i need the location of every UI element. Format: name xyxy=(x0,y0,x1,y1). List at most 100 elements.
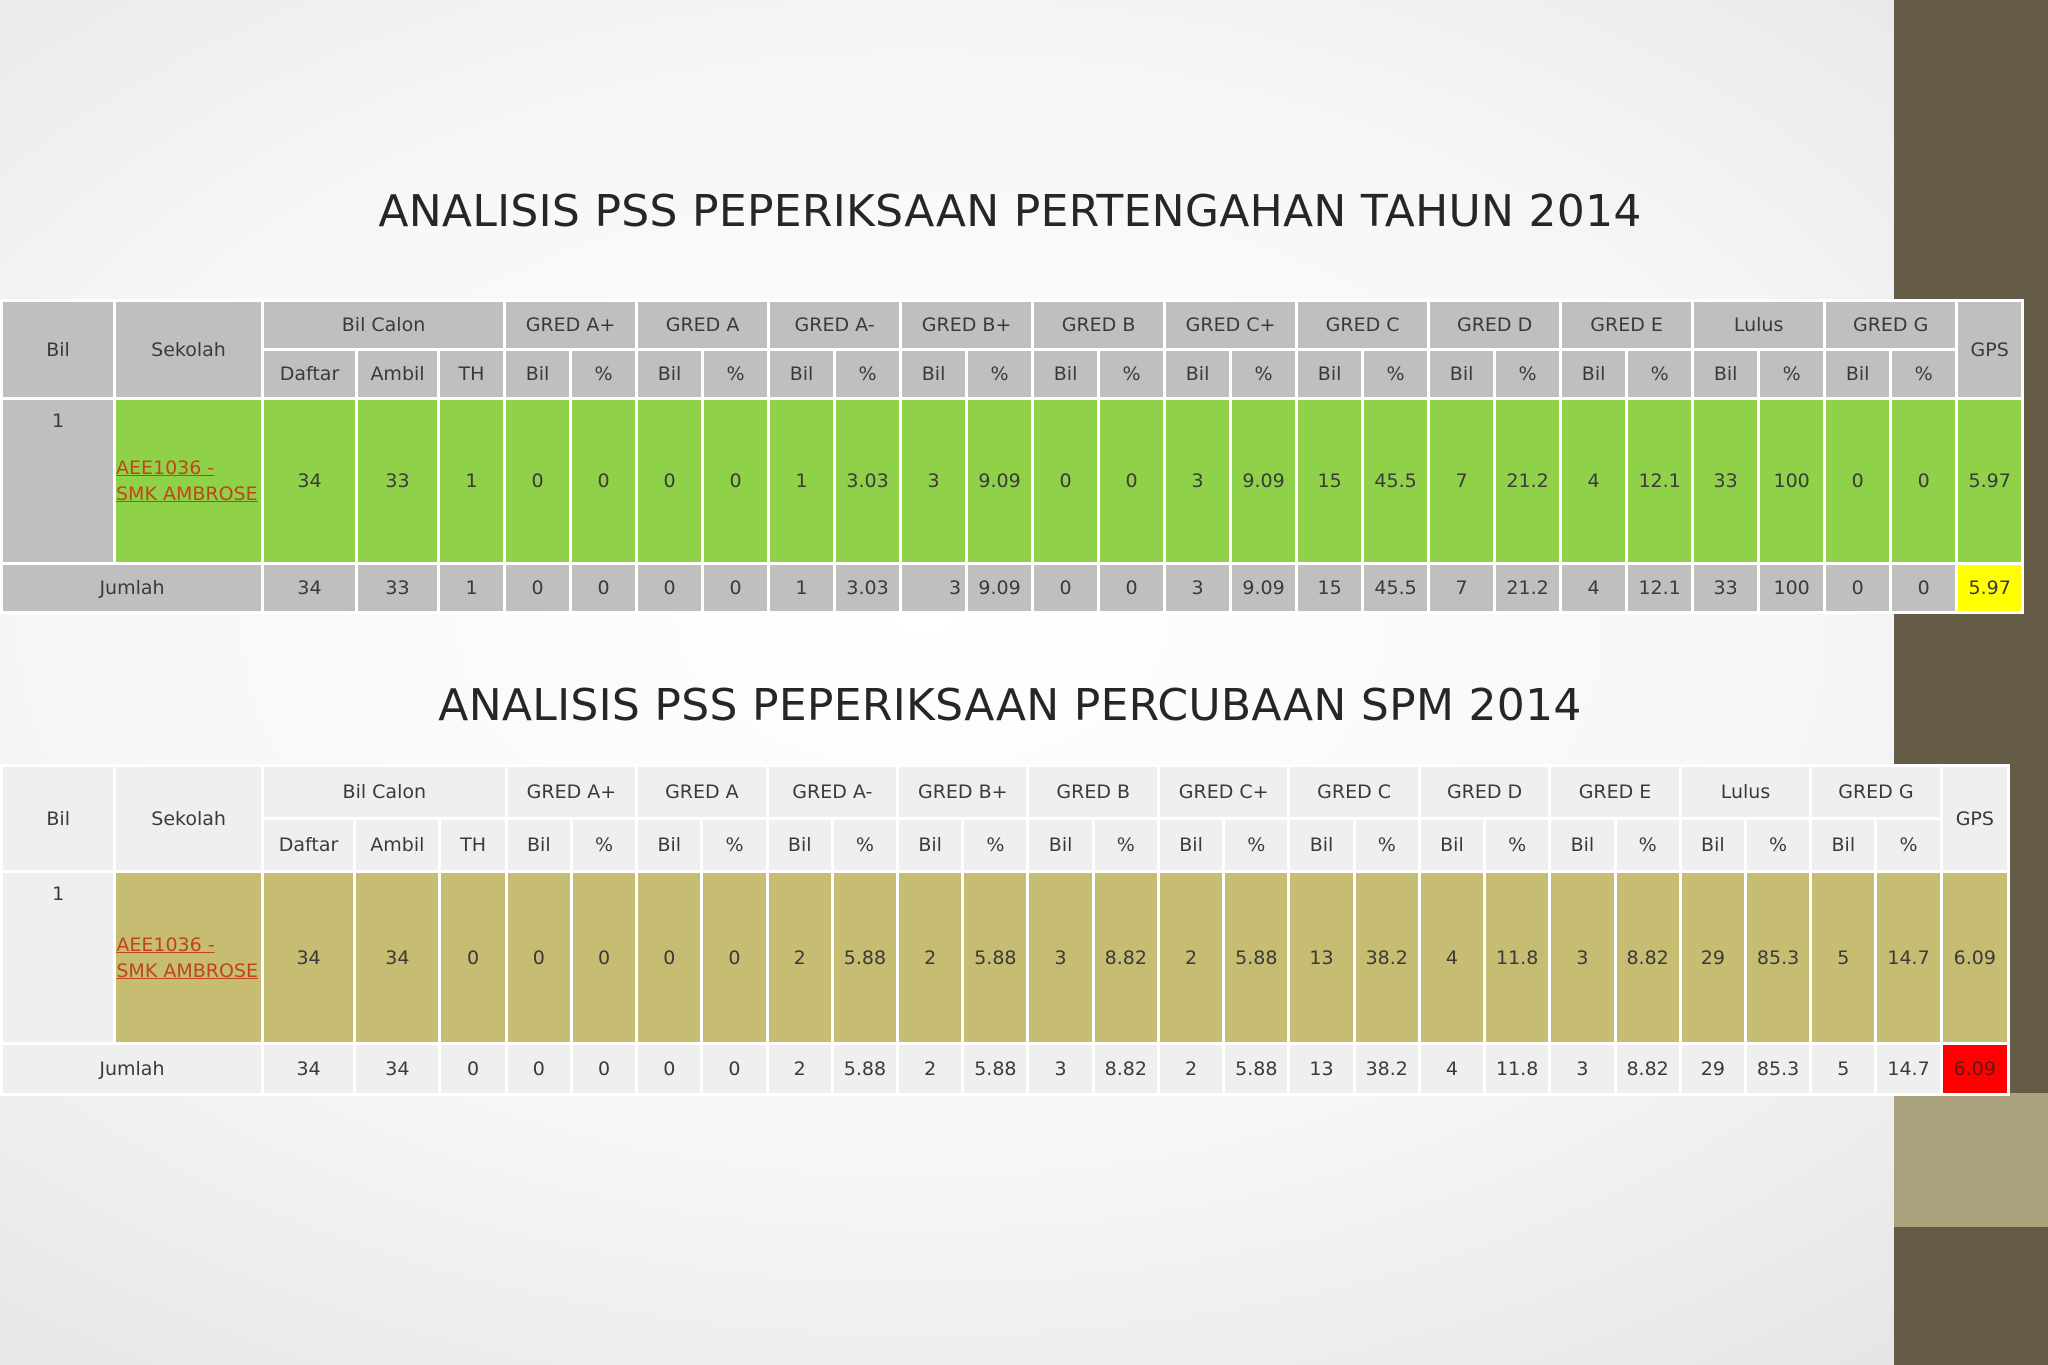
total-lulus-bil: 29 xyxy=(1678,1042,1747,1096)
school-cell: AEE1036 - SMK AMBROSE xyxy=(113,870,264,1045)
subheader-bil: Bil xyxy=(896,817,965,873)
subheader-bil: Bil xyxy=(1823,348,1893,400)
total-a-pct: 0 xyxy=(700,1042,769,1096)
cell-a-bil: 0 xyxy=(635,870,704,1045)
cell-e-pct: 8.82 xyxy=(1613,870,1682,1045)
subheader-daftar: Daftar xyxy=(261,348,358,400)
cell-th: 1 xyxy=(436,397,507,565)
cell-a-minus-pct: 3.03 xyxy=(833,397,903,565)
total-b-plus-pct: 5.88 xyxy=(961,1042,1030,1096)
total-a-pct: 0 xyxy=(701,562,771,614)
cell-ambil: 34 xyxy=(353,870,442,1045)
header-gred-a: GRED A xyxy=(635,299,771,351)
subheader-pct: % xyxy=(700,817,769,873)
total-c-bil: 15 xyxy=(1295,562,1365,614)
subheader-bil: Bil xyxy=(1287,817,1356,873)
header-gred-c-plus: GRED C+ xyxy=(1163,299,1299,351)
table-row: 1 AEE1036 - SMK AMBROSE 34 34 0 0 0 0 0 … xyxy=(0,870,2011,1045)
cell-a-bil: 0 xyxy=(635,397,705,565)
total-g-bil: 0 xyxy=(1823,562,1893,614)
header-gred-c: GRED C xyxy=(1287,764,1421,820)
total-e-pct: 8.82 xyxy=(1613,1042,1682,1096)
cell-c-plus-bil: 3 xyxy=(1163,397,1233,565)
header-gred-a: GRED A xyxy=(635,764,769,820)
cell-a-plus-bil: 0 xyxy=(503,397,573,565)
slide-title-mid-year: ANALISIS PSS PEPERIKSAAN PERTENGAHAN TAH… xyxy=(378,186,1642,237)
total-a-minus-bil: 1 xyxy=(767,562,837,614)
total-b-plus-bil: 3 xyxy=(899,562,969,614)
subheader-bil: Bil xyxy=(1678,817,1747,873)
subheader-pct: % xyxy=(1625,348,1695,400)
subheader-bil: Bil xyxy=(1295,348,1365,400)
cell-b-plus-bil: 3 xyxy=(899,397,969,565)
total-th: 0 xyxy=(438,1042,508,1096)
cell-daftar: 34 xyxy=(261,397,358,565)
cell-a-plus-pct: 0 xyxy=(569,870,639,1045)
row-bil: 1 xyxy=(0,397,116,565)
cell-lulus-bil: 33 xyxy=(1691,397,1761,565)
total-daftar: 34 xyxy=(261,562,358,614)
header-gred-d: GRED D xyxy=(1417,764,1552,820)
total-lulus-pct: 100 xyxy=(1757,562,1827,614)
cell-a-minus-bil: 1 xyxy=(767,397,837,565)
subheader-bil: Bil xyxy=(1809,817,1878,873)
header-bil: Bil xyxy=(0,764,117,873)
total-a-minus-pct: 3.03 xyxy=(833,562,903,614)
cell-e-bil: 3 xyxy=(1548,870,1617,1045)
subheader-pct: % xyxy=(833,348,903,400)
school-cell: AEE1036 - SMK AMBROSE xyxy=(113,397,264,565)
total-lulus-pct: 85.3 xyxy=(1743,1042,1813,1096)
cell-a-plus-bil: 0 xyxy=(504,870,573,1045)
subheader-bil: Bil xyxy=(1026,817,1095,873)
header-gred-a-minus: GRED A- xyxy=(765,764,900,820)
subheader-pct: % xyxy=(965,348,1035,400)
school-link[interactable]: AEE1036 - SMK AMBROSE xyxy=(116,933,258,982)
total-a-minus-pct: 5.88 xyxy=(830,1042,900,1096)
header-gred-b: GRED B xyxy=(1026,764,1160,820)
total-d-pct: 11.8 xyxy=(1483,1042,1552,1096)
header-gred-b-plus: GRED B+ xyxy=(899,299,1035,351)
cell-gps: 5.97 xyxy=(1955,397,2025,565)
subheader-pct: % xyxy=(1361,348,1431,400)
subheader-bil: Bil xyxy=(1031,348,1101,400)
total-c-bil: 13 xyxy=(1287,1042,1356,1096)
cell-daftar: 34 xyxy=(260,870,357,1045)
subheader-bil: Bil xyxy=(635,817,704,873)
subheader-pct: % xyxy=(569,348,639,400)
total-a-bil: 0 xyxy=(635,562,705,614)
cell-ambil: 33 xyxy=(355,397,440,565)
subheader-pct: % xyxy=(1613,817,1682,873)
header-sekolah: Sekolah xyxy=(113,764,264,873)
total-b-pct: 8.82 xyxy=(1091,1042,1160,1096)
total-c-pct: 38.2 xyxy=(1352,1042,1421,1096)
cell-gps: 6.09 xyxy=(1939,870,2011,1045)
total-th: 1 xyxy=(436,562,507,614)
cell-a-pct: 0 xyxy=(701,397,771,565)
cell-b-plus-bil: 2 xyxy=(896,870,965,1045)
subheader-pct: % xyxy=(1889,348,1959,400)
total-b-pct: 0 xyxy=(1097,562,1167,614)
cell-c-pct: 45.5 xyxy=(1361,397,1431,565)
cell-g-pct: 14.7 xyxy=(1874,870,1943,1045)
subheader-ambil: Ambil xyxy=(355,348,440,400)
subheader-pct: % xyxy=(1222,817,1291,873)
header-gps: GPS xyxy=(1939,764,2011,873)
total-ambil: 33 xyxy=(355,562,440,614)
cell-c-bil: 15 xyxy=(1295,397,1365,565)
total-b-bil: 3 xyxy=(1026,1042,1095,1096)
total-d-bil: 7 xyxy=(1427,562,1497,614)
total-c-plus-bil: 3 xyxy=(1163,562,1233,614)
cell-g-bil: 0 xyxy=(1823,397,1893,565)
header-gred-b-plus: GRED B+ xyxy=(896,764,1030,820)
total-a-plus-pct: 0 xyxy=(569,562,639,614)
total-a-minus-bil: 2 xyxy=(765,1042,834,1096)
total-d-pct: 21.2 xyxy=(1493,562,1563,614)
header-gred-a-minus: GRED A- xyxy=(767,299,903,351)
school-link[interactable]: AEE1036 - SMK AMBROSE xyxy=(116,457,258,505)
total-daftar: 34 xyxy=(260,1042,357,1096)
analysis-table-trial-spm: Bil Sekolah Bil Calon GRED A+ GRED A GRE… xyxy=(0,764,2011,1096)
side-bar-middle xyxy=(1894,1093,2048,1227)
total-g-pct: 0 xyxy=(1889,562,1959,614)
subheader-pct: % xyxy=(961,817,1030,873)
total-e-bil: 4 xyxy=(1559,562,1629,614)
